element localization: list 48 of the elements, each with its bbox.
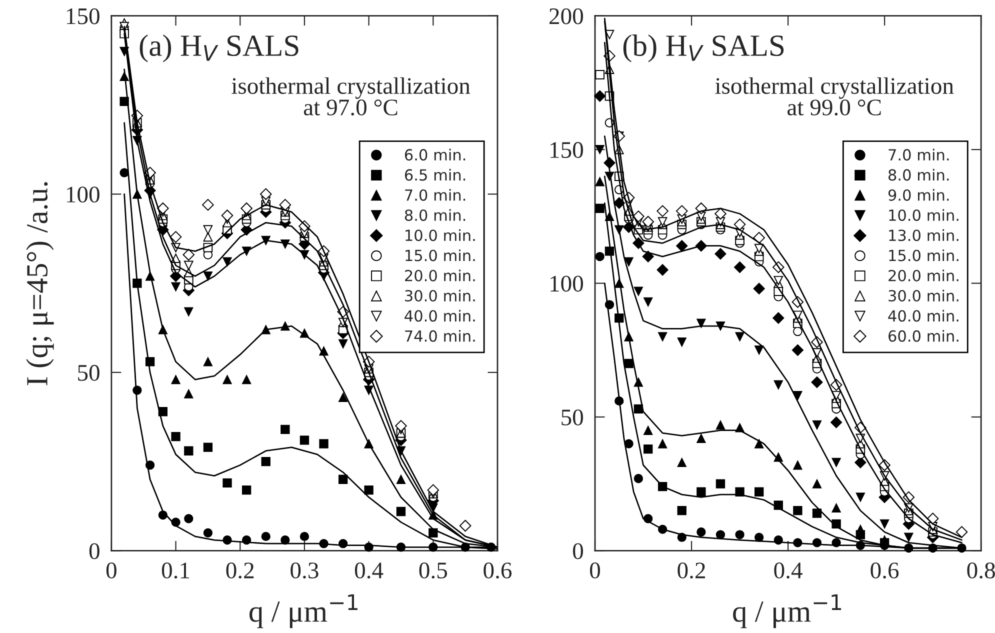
legend-label: 60.0 min. [888,330,958,342]
text: isothermal crystallization at 99.0 °C [715,77,954,116]
x-tick-label: 0.6 [870,562,899,579]
x-tick-label: 0.2 [226,562,254,579]
y-tick-label: 150 [66,8,100,24]
legend-label: 30.0 min. [405,290,475,302]
text: isothermal crystallization at 97.0 °C [232,77,470,116]
legend-label: 20.0 min. [405,270,475,282]
x-tick-label: 0.6 [484,562,512,579]
x-tick-label: 0.2 [678,562,705,579]
legend-label: 74.0 min. [405,330,475,342]
y-tick-label: 0 [89,543,100,560]
y-tick-label: 150 [550,142,583,158]
legend-label: 15.0 min. [406,249,475,262]
text: (b) H$_{V}$ SALS [623,34,784,62]
legend-label: 40.0 min. [888,310,958,322]
legend-label: 8.0 min. [888,168,949,181]
legend-label: 6.0 min. [404,148,466,161]
y-axis-title: I (q; μ=45°) /a.u. [26,182,54,386]
text: (a) H$_{V}$ SALS [140,34,298,62]
x-tick-label: 0.4 [774,562,802,579]
x-axis-title: q / μm$^{−1}$ [250,594,358,628]
legend-label: 13.0 min. [889,229,958,242]
x-axis-title: q / μm$^{−1}$ [733,594,842,628]
legend-label: 9.0 min. [888,189,949,201]
y-tick-label: 200 [550,8,583,24]
legend-label: 6.5 min. [404,168,466,181]
y-tick-label: 100 [550,276,583,292]
x-tick-label: 0.3 [290,562,318,579]
y-tick-label: 50 [78,364,100,381]
legend-label: 10.0 min. [406,229,475,242]
legend-label: 20.0 min. [888,270,958,282]
y-tick-label: 100 [66,186,100,203]
legend-label: 40.0 min. [404,310,475,322]
x-tick-label: 0.4 [354,562,384,579]
legend-label: 7.0 min. [405,189,466,201]
y-tick-label: 50 [562,409,583,426]
x-tick-label: 0.8 [967,562,995,579]
x-tick-label: 0.1 [162,562,190,579]
x-tick-label: 0 [590,562,600,578]
legend-label: 8.0 min. [404,209,466,222]
legend-label: 15.0 min. [889,249,958,262]
legend-label: 10.0 min. [889,209,958,222]
x-tick-label: 0.5 [419,562,447,579]
legend-label: 30.0 min. [888,290,958,302]
y-tick-label: 0 [572,543,583,560]
legend-label: 7.0 min. [888,148,949,161]
x-tick-label: 0 [106,562,116,578]
